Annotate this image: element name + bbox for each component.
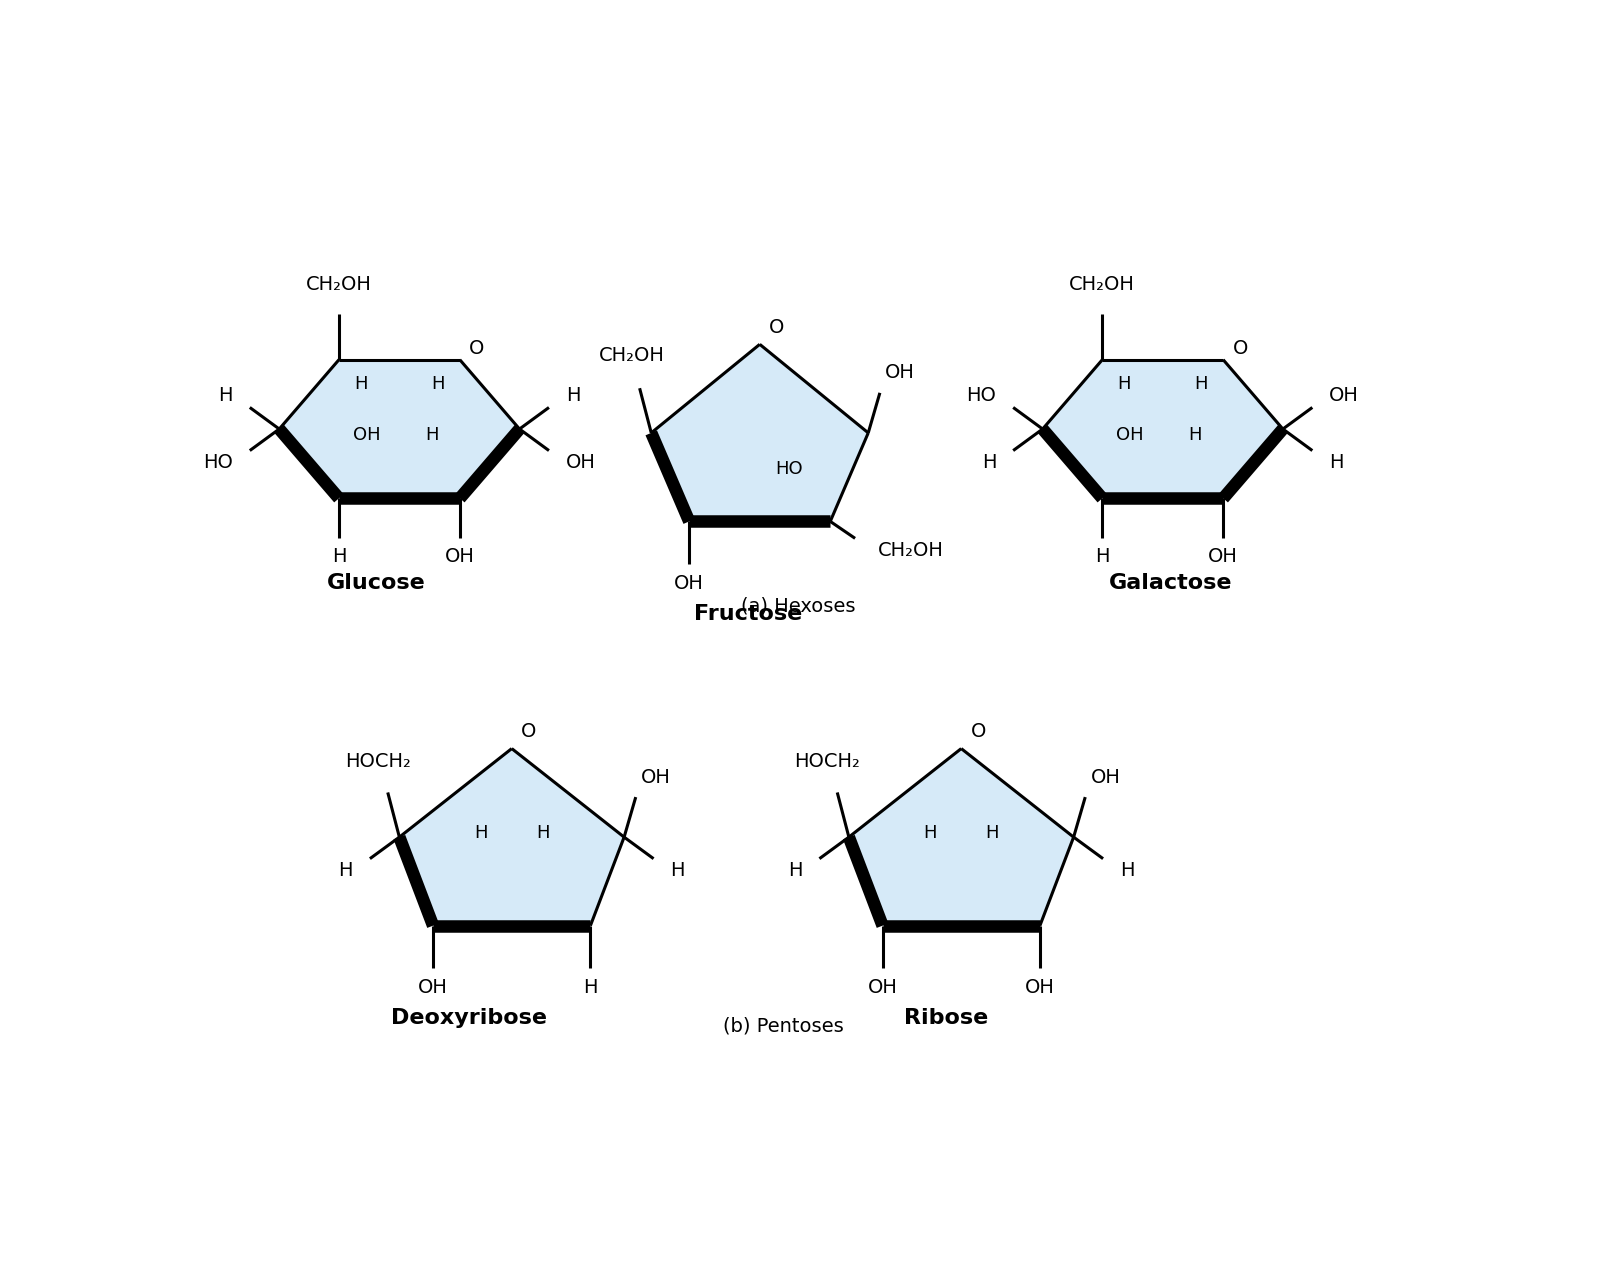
Text: OH: OH xyxy=(1209,547,1238,566)
Text: H: H xyxy=(788,861,802,881)
Text: H: H xyxy=(1330,454,1344,473)
Text: OH: OH xyxy=(675,574,704,593)
Text: H: H xyxy=(331,547,345,566)
Text: O: O xyxy=(470,339,484,358)
Text: H: H xyxy=(475,824,487,842)
Text: Glucose: Glucose xyxy=(326,573,426,593)
Text: OH: OH xyxy=(353,426,381,445)
Text: HOCH₂: HOCH₂ xyxy=(794,751,860,771)
Text: O: O xyxy=(970,722,986,741)
Text: H: H xyxy=(981,454,996,473)
Text: H: H xyxy=(536,824,549,842)
Text: Galactose: Galactose xyxy=(1109,573,1231,593)
Text: HO: HO xyxy=(967,386,996,405)
Text: H: H xyxy=(567,386,581,405)
Text: OH: OH xyxy=(445,547,475,566)
Text: H: H xyxy=(1120,861,1135,881)
Text: H: H xyxy=(353,376,368,394)
Text: OH: OH xyxy=(886,363,915,382)
Text: HOCH₂: HOCH₂ xyxy=(345,751,410,771)
Text: OH: OH xyxy=(418,978,449,997)
Text: HO: HO xyxy=(775,460,804,478)
Text: OH: OH xyxy=(868,978,897,997)
Text: Ribose: Ribose xyxy=(904,1008,988,1028)
Text: Deoxyribose: Deoxyribose xyxy=(391,1008,547,1028)
Polygon shape xyxy=(1043,359,1283,498)
Text: H: H xyxy=(339,861,353,881)
Text: OH: OH xyxy=(1117,426,1144,445)
Text: (b) Pentoses: (b) Pentoses xyxy=(723,1016,844,1035)
Text: CH₂OH: CH₂OH xyxy=(307,275,371,294)
Text: O: O xyxy=(521,722,536,741)
Text: H: H xyxy=(583,978,597,997)
Text: CH₂OH: CH₂OH xyxy=(1070,275,1135,294)
Polygon shape xyxy=(279,359,520,498)
Text: O: O xyxy=(1233,339,1248,358)
Text: Fructose: Fructose xyxy=(694,603,802,624)
Text: H: H xyxy=(1117,376,1131,394)
Polygon shape xyxy=(652,344,868,521)
Text: OH: OH xyxy=(1025,978,1056,997)
Text: H: H xyxy=(1194,376,1209,394)
Text: H: H xyxy=(424,426,439,445)
Text: CH₂OH: CH₂OH xyxy=(878,541,944,560)
Text: HO: HO xyxy=(203,454,232,473)
Text: H: H xyxy=(1188,426,1202,445)
Polygon shape xyxy=(399,749,625,925)
Text: H: H xyxy=(1094,547,1109,566)
Text: CH₂OH: CH₂OH xyxy=(599,346,665,366)
Text: (a) Hexoses: (a) Hexoses xyxy=(741,597,855,616)
Text: OH: OH xyxy=(1330,386,1359,405)
Text: H: H xyxy=(986,824,999,842)
Polygon shape xyxy=(849,749,1073,925)
Text: H: H xyxy=(431,376,445,394)
Text: H: H xyxy=(923,824,938,842)
Text: OH: OH xyxy=(567,454,596,473)
Text: OH: OH xyxy=(1091,768,1120,786)
Text: H: H xyxy=(671,861,684,881)
Text: H: H xyxy=(218,386,232,405)
Text: OH: OH xyxy=(641,768,671,786)
Text: O: O xyxy=(770,318,784,337)
